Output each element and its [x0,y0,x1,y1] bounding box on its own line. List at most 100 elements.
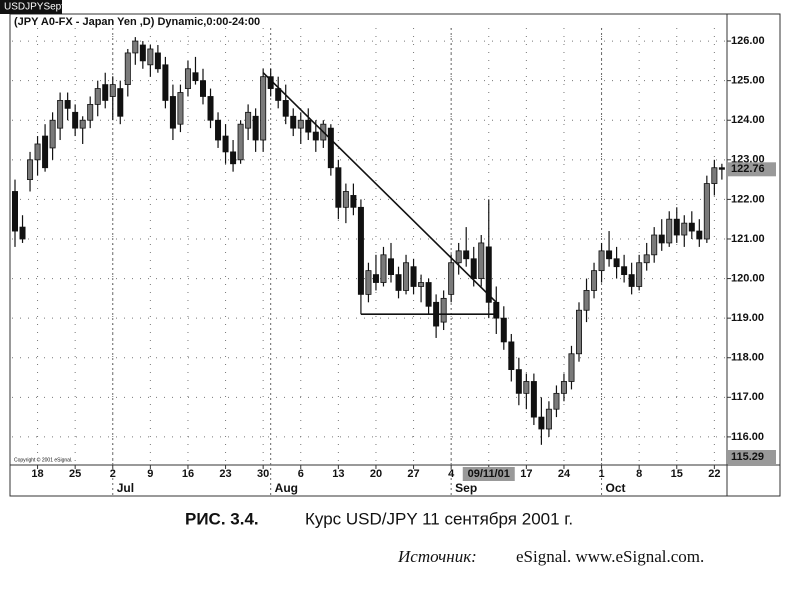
candle-body [237,123,244,161]
candle-body [94,88,101,105]
candle-body [49,119,56,149]
trendline [262,72,497,303]
chart-frame [9,13,781,497]
candle-body [666,218,673,244]
candle-body [658,234,665,244]
candle-body [305,119,312,133]
x-tick-label: 9 [147,468,153,480]
x-tick-label: 25 [69,468,81,480]
figure-caption: Курс USD/JPY 11 сентября 2001 г. [305,509,573,528]
candle-body [184,68,191,89]
candle-body [365,270,372,295]
x-tick-label: 15 [671,468,683,480]
candle-body [124,52,131,86]
candle-body [478,242,485,279]
candle-body [215,119,222,141]
y-tick-label: 125.00 [731,75,765,87]
source: eSignal. www.eSignal.com. [516,547,704,566]
candle-body [297,119,304,129]
candle-body [455,250,462,264]
candle-body [711,167,718,184]
y-tick-label: 121.00 [731,233,765,245]
candle-body [621,266,628,276]
candle-body [117,88,124,117]
candle-body [636,262,643,287]
candle-body [57,100,64,129]
candle-body [192,72,199,82]
candle-body [568,353,575,382]
x-tick-label: 22 [708,468,720,480]
candle-body [327,127,334,169]
candle-body [335,167,342,208]
month-label: Aug [275,481,298,495]
candle-body [245,111,252,129]
candle-body [470,258,477,279]
x-tick-label: 24 [558,468,571,480]
candle-body [177,92,184,125]
copyright: Copyright © 2001 eSignal. [14,456,72,463]
candle-body [260,76,267,141]
x-tick-label: 30 [257,468,269,480]
candle-body [147,48,154,66]
candle-body [154,52,161,70]
candle-body [207,96,214,121]
candle-body [222,135,229,153]
chart-title: (JPY A0-FX - Japan Yen ,D) Dynamic,0:00-… [14,16,260,28]
candle-body [583,290,590,311]
candle-body [11,191,18,232]
candle-body [651,234,658,256]
candle-body [342,191,349,208]
source-label: Источник: [397,547,477,566]
candle-body [282,100,289,117]
candle-body [290,115,297,129]
x-tick-label: 16 [182,468,194,480]
candle-body [139,44,146,62]
candle-body [673,218,680,236]
candle-body [500,317,507,343]
candle-body [538,416,545,430]
candle-body [463,250,470,260]
month-label: Sep [455,481,477,495]
y-tick-label: 117.00 [731,391,764,403]
candle-body [703,183,710,240]
candle-body [403,262,410,291]
candle-body [553,392,560,410]
candle-body [87,103,94,121]
candle-body [576,309,583,355]
tab [0,0,62,14]
candle-body [350,195,357,208]
y-tick-label: 118.00 [731,352,764,364]
candle-body [418,282,425,287]
candle-body [425,282,432,307]
last-value-label: 122.76 [731,163,765,175]
candle-body [252,115,259,141]
candle-body [109,84,116,97]
month-label: Jul [117,481,134,495]
figure-number: РИС. 3.4. [185,509,259,528]
candle-body [162,64,169,101]
candle-body [72,111,79,129]
candle-body [169,96,176,129]
x-tick-label: 23 [219,468,231,480]
candle-body [718,167,725,170]
candle-body [688,222,695,232]
candle-body [102,84,109,101]
candle-body [199,80,206,97]
y-tick-label: 120.00 [731,272,765,284]
candle-body [508,341,515,371]
candle-body [591,270,598,291]
tab-label: USDJPYSept11 [4,2,75,13]
candle-body [530,381,537,418]
candle-body [560,381,567,394]
x-label-highlight [462,467,515,481]
candle-body [681,222,688,236]
x-tick-label: 27 [407,468,419,480]
candle-body [493,301,500,319]
candle-body [34,143,41,161]
candle-body [395,274,402,291]
y-min-label: 115.29 [731,451,764,463]
candle-body [357,206,364,295]
candle-body [523,381,530,394]
month-label: Oct [606,481,626,495]
